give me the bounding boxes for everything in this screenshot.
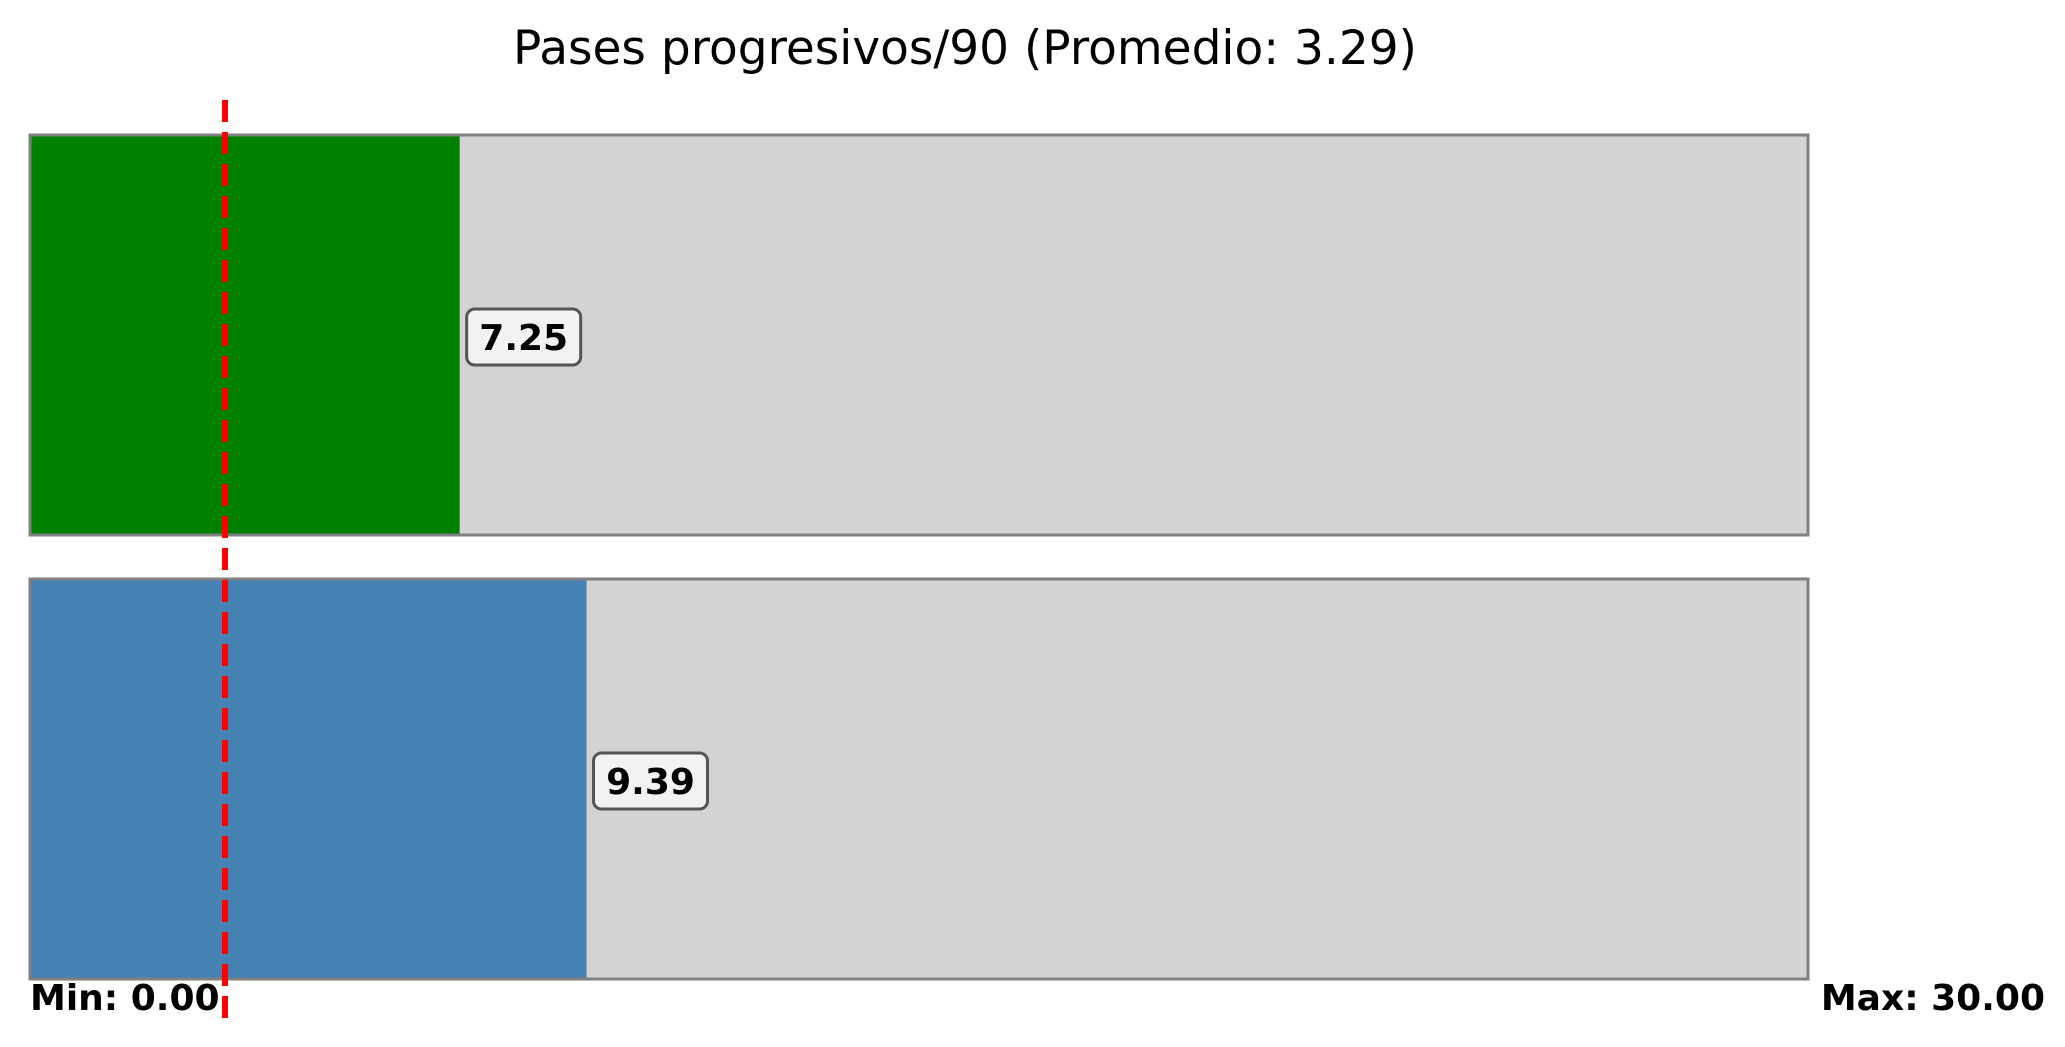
value-label-2: 9.39 xyxy=(606,762,695,803)
value-label-1: 7.25 xyxy=(479,318,568,359)
bar-border-1 xyxy=(28,133,1810,537)
min-label: Min: 0.00 xyxy=(30,978,220,1019)
max-label: Max: 30.00 xyxy=(1821,978,2045,1019)
bar-row-1: 7.25 xyxy=(28,133,1810,537)
chart-title: Pases progresivos/90 (Promedio: 3.29) xyxy=(513,21,1417,76)
bar-row-2: 9.39 xyxy=(28,577,1810,981)
bars-layer: 7.25 9.39 xyxy=(28,133,1810,981)
value-label-box-2 xyxy=(592,751,710,811)
value-label-box-1 xyxy=(465,307,583,367)
bar-border-2 xyxy=(28,577,1810,981)
bar-fill-2 xyxy=(30,579,587,979)
bar-fill-1 xyxy=(30,135,460,535)
